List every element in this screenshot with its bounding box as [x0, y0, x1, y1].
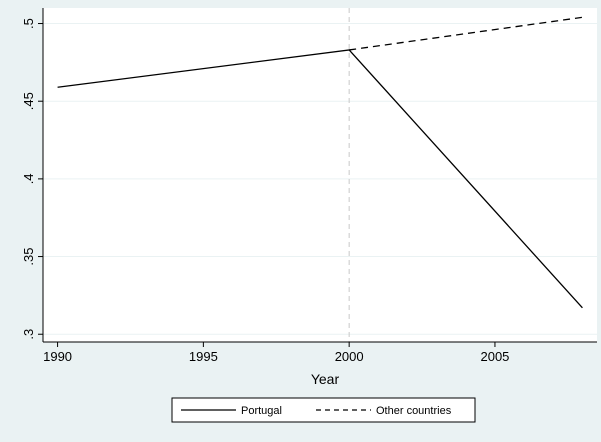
y-axis-ticks: .3 .35 .4 .45 .5 — [21, 18, 43, 340]
x-tick-label-3: 2005 — [480, 349, 509, 364]
grid-lines — [43, 23, 597, 335]
legend-label-other-countries: Other countries — [376, 405, 452, 417]
plot-area — [43, 8, 597, 342]
x-tick-label-1: 1995 — [189, 349, 218, 364]
x-axis-ticks: 1990 1995 2000 2005 — [43, 342, 509, 364]
y-tick-label-0: .3 — [21, 329, 36, 340]
x-tick-label-0: 1990 — [43, 349, 72, 364]
x-tick-label-2: 2000 — [335, 349, 364, 364]
y-tick-label-2: .4 — [21, 173, 36, 184]
series-layer — [57, 16, 583, 309]
y-tick-label-1: .35 — [21, 248, 36, 266]
y-tick-label-4: .5 — [21, 18, 36, 29]
x-axis-title: Year — [311, 371, 340, 387]
legend-label-portugal: Portugal — [241, 405, 282, 417]
series-line-other-countries — [349, 16, 583, 51]
y-tick-label-3: .45 — [21, 92, 36, 110]
legend: Portugal Other countries — [171, 397, 476, 423]
